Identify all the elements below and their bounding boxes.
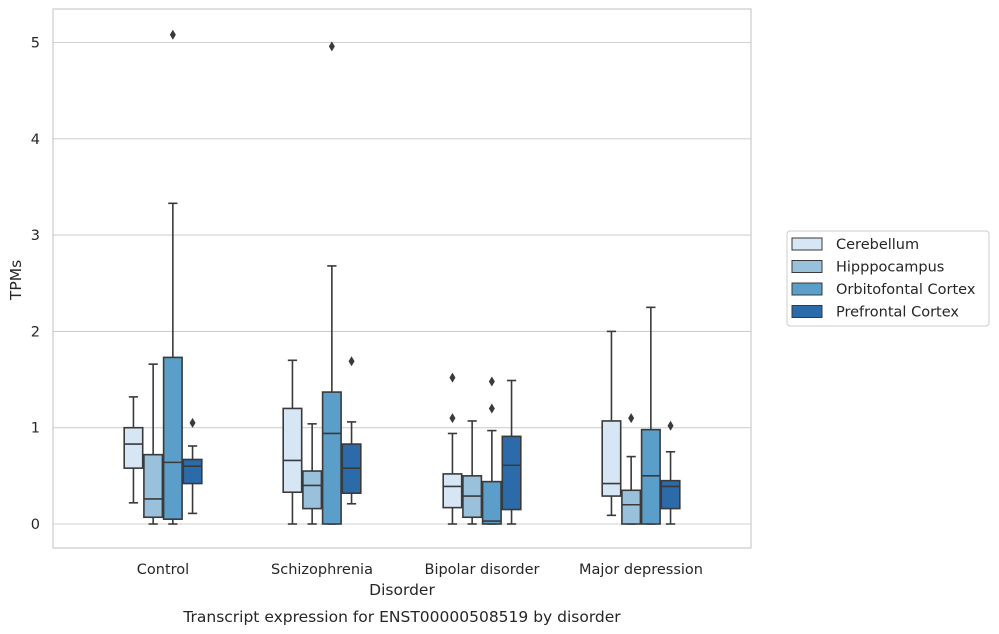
series-prefrontal-cortex	[182, 356, 681, 525]
x-tick-label: Major depression	[579, 562, 703, 578]
box	[302, 423, 323, 525]
box	[321, 41, 342, 525]
x-axis-label: Disorder	[369, 581, 435, 599]
box-body	[143, 453, 164, 519]
box-body	[282, 407, 303, 494]
box	[341, 356, 362, 505]
outlier-point	[328, 41, 335, 52]
y-axis-label: TPMs	[7, 260, 25, 301]
outlier-point	[169, 29, 176, 40]
box-body	[162, 356, 183, 520]
legend-frame	[786, 230, 990, 327]
box	[621, 413, 642, 525]
y-tick-label: 4	[31, 132, 40, 148]
box-body	[640, 428, 661, 525]
box	[481, 376, 502, 525]
box	[501, 379, 522, 525]
legend-label: Hipppocampus	[836, 260, 944, 276]
series-cerebellum	[123, 330, 622, 525]
legend-label: Orbitofontal Cortex	[836, 282, 976, 298]
box	[143, 363, 164, 525]
outlier-point	[488, 403, 495, 414]
box	[462, 420, 483, 525]
legend-item: Cerebellum	[791, 237, 919, 253]
box	[660, 420, 681, 525]
legend-swatch	[791, 237, 823, 251]
outlier-point	[348, 356, 355, 367]
legend-item: Hipppocampus	[791, 260, 944, 276]
outlier-point	[449, 372, 456, 383]
box-body	[501, 435, 522, 511]
box-body	[660, 479, 681, 510]
box-body	[321, 391, 342, 525]
legend-swatch	[791, 260, 823, 273]
box	[162, 29, 183, 525]
box-body	[442, 473, 463, 509]
legend-swatch	[791, 305, 823, 318]
box-body	[621, 489, 642, 525]
y-tick-label: 5	[31, 36, 40, 52]
box-body	[123, 426, 144, 469]
y-tick-label: 2	[31, 324, 40, 340]
plot-area-frame	[52, 8, 752, 549]
outlier-point	[628, 413, 635, 424]
x-tick-label: Control	[137, 562, 189, 578]
y-axis-ticks: 0 1 2 3 4 5	[31, 36, 40, 534]
outlier-point	[667, 420, 674, 431]
x-tick-label: Bipolar disorder	[425, 562, 540, 578]
x-tick-label: Schizophrenia	[271, 562, 373, 578]
y-tick-label: 3	[31, 228, 40, 244]
box	[282, 359, 303, 525]
legend-label: Cerebellum	[836, 237, 919, 253]
box	[182, 417, 203, 515]
legend-label: Prefrontal Cortex	[836, 305, 959, 321]
box	[442, 372, 463, 525]
box-body	[182, 458, 203, 485]
legend: Cerebellum Hipppocampus Orbitofontal Corte…	[786, 230, 990, 327]
box-body	[481, 480, 502, 525]
outlier-point	[488, 376, 495, 387]
legend-item: Prefrontal Cortex	[791, 305, 959, 321]
x-axis-ticks: Control Schizophrenia Bipolar disorder Majo…	[137, 562, 703, 578]
chart-caption: Transcript expression for ENST0000050851…	[182, 608, 621, 626]
box-body	[302, 470, 323, 510]
series-hipppocampus	[143, 363, 642, 525]
box	[640, 306, 661, 525]
series-orbitofontal-cortex	[162, 29, 661, 525]
outlier-point	[449, 413, 456, 424]
legend-swatch	[791, 282, 823, 296]
legend-item: Orbitofontal Cortex	[791, 282, 976, 298]
y-tick-label: 1	[31, 421, 40, 437]
y-tick-label: 0	[31, 517, 40, 533]
box	[601, 330, 622, 517]
box-body	[601, 420, 622, 497]
outlier-point	[189, 417, 196, 428]
box	[123, 396, 144, 504]
box-series	[123, 29, 681, 525]
